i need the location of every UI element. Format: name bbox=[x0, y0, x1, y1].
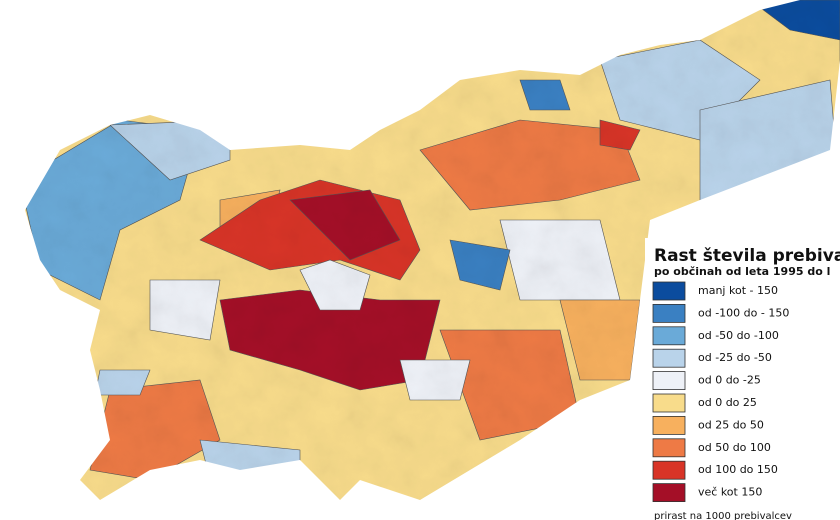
legend-swatch bbox=[652, 371, 686, 391]
legend-label: od 0 do 25 bbox=[698, 396, 757, 409]
legend-label: od 0 do -25 bbox=[698, 374, 761, 387]
legend-label: več kot 150 bbox=[698, 486, 762, 499]
legend-swatch bbox=[652, 483, 686, 503]
legend-label: od -25 do -50 bbox=[698, 351, 772, 364]
legend-label: od -100 do - 150 bbox=[698, 306, 789, 319]
legend-swatch bbox=[652, 326, 686, 346]
legend-label: od 50 do 100 bbox=[698, 441, 771, 454]
legend-swatch bbox=[652, 415, 686, 435]
legend-swatch bbox=[652, 281, 686, 301]
legend-note: prirast na 1000 prebivalcev bbox=[654, 511, 792, 520]
legend-swatch bbox=[652, 348, 686, 368]
legend-label: manj kot - 150 bbox=[698, 284, 778, 297]
legend-swatch bbox=[652, 303, 686, 323]
legend-subtitle: po občinah od leta 1995 do l bbox=[654, 265, 830, 278]
legend-label: od 25 do 50 bbox=[698, 418, 764, 431]
legend-label: od -50 do -100 bbox=[698, 329, 779, 342]
legend-title: Rast števila prebiva bbox=[654, 246, 840, 266]
legend-swatch bbox=[652, 393, 686, 413]
legend: manj kot - 150 od -100 do - 150 od -50 do … bbox=[652, 281, 789, 503]
legend-swatch bbox=[652, 460, 686, 480]
legend-swatch bbox=[652, 438, 686, 458]
legend-label: od 100 do 150 bbox=[698, 463, 778, 476]
